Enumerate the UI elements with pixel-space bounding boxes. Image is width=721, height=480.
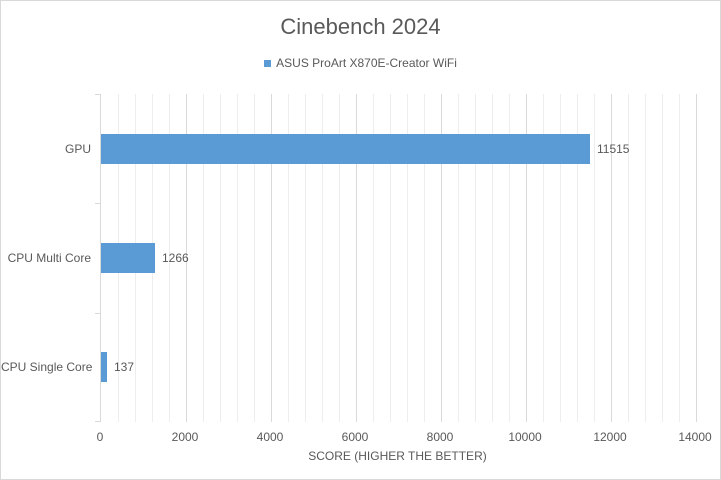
chart-title: Cinebench 2024 xyxy=(280,14,441,39)
category-axis-labels: GPU CPU Multi Core CPU Single Core xyxy=(1,94,93,422)
data-label: 1266 xyxy=(162,251,189,265)
gridline-minor xyxy=(169,94,170,422)
category-axis-tick xyxy=(95,421,101,422)
gridline-minor xyxy=(560,94,561,422)
x-tick-label: 14000 xyxy=(678,430,712,444)
gridline-minor xyxy=(594,94,595,422)
x-tick-label: 0 xyxy=(96,430,104,444)
category-label: CPU Multi Core xyxy=(7,251,91,265)
category-label: CPU Single Core xyxy=(1,360,93,374)
gridline-minor xyxy=(322,94,323,422)
gridline-major xyxy=(356,94,357,422)
gridline-minor xyxy=(543,94,544,422)
data-label: 137 xyxy=(114,360,135,374)
gridline-major xyxy=(611,94,612,422)
data-label: 11515 xyxy=(597,142,630,156)
gridline-major xyxy=(526,94,527,422)
gridline-minor xyxy=(662,94,663,422)
bar-gpu xyxy=(101,134,590,164)
category-axis-tick xyxy=(95,94,101,95)
legend: ASUS ProArt X870E-Creator WiFi xyxy=(1,56,720,70)
x-tick-label: 6000 xyxy=(341,430,369,444)
x-tick-label: 4000 xyxy=(256,430,284,444)
x-tick-label: 8000 xyxy=(426,430,454,444)
category-label: GPU xyxy=(64,142,91,156)
value-axis-labels: 0 2000 4000 6000 8000 10000 12000 14000 xyxy=(97,430,712,445)
gridline-major xyxy=(696,94,697,422)
gridline-minor xyxy=(373,94,374,422)
x-tick-label: 10000 xyxy=(508,430,542,444)
gridline-minor xyxy=(390,94,391,422)
gridline-minor xyxy=(458,94,459,422)
gridline-minor xyxy=(628,94,629,422)
gridline-major xyxy=(271,94,272,422)
x-axis-title: SCORE (HIGHER THE BETTER) xyxy=(308,449,487,463)
gridline-minor xyxy=(339,94,340,422)
category-axis-tick xyxy=(95,313,101,314)
bar-cpu-single-core xyxy=(101,352,107,382)
gridline-minor xyxy=(203,94,204,422)
plot-area: 11515 1266 137 xyxy=(95,94,697,422)
gridline-minor xyxy=(509,94,510,422)
gridline-minor xyxy=(424,94,425,422)
gridline-minor xyxy=(577,94,578,422)
gridline-minor xyxy=(679,94,680,422)
x-tick-label: 12000 xyxy=(593,430,627,444)
legend-label: ASUS ProArt X870E-Creator WiFi xyxy=(276,56,457,70)
gridline-minor xyxy=(305,94,306,422)
legend-swatch-icon xyxy=(264,59,272,67)
gridline-major xyxy=(441,94,442,422)
bar-cpu-multi-core xyxy=(101,243,155,273)
gridline-minor xyxy=(407,94,408,422)
gridline-minor xyxy=(492,94,493,422)
gridline-minor xyxy=(237,94,238,422)
gridline-minor xyxy=(645,94,646,422)
gridline-major xyxy=(186,94,187,422)
gridline-minor xyxy=(254,94,255,422)
category-axis-tick xyxy=(95,203,101,204)
gridline-minor xyxy=(220,94,221,422)
gridline-minor xyxy=(475,94,476,422)
gridline-minor xyxy=(288,94,289,422)
x-tick-label: 2000 xyxy=(171,430,199,444)
